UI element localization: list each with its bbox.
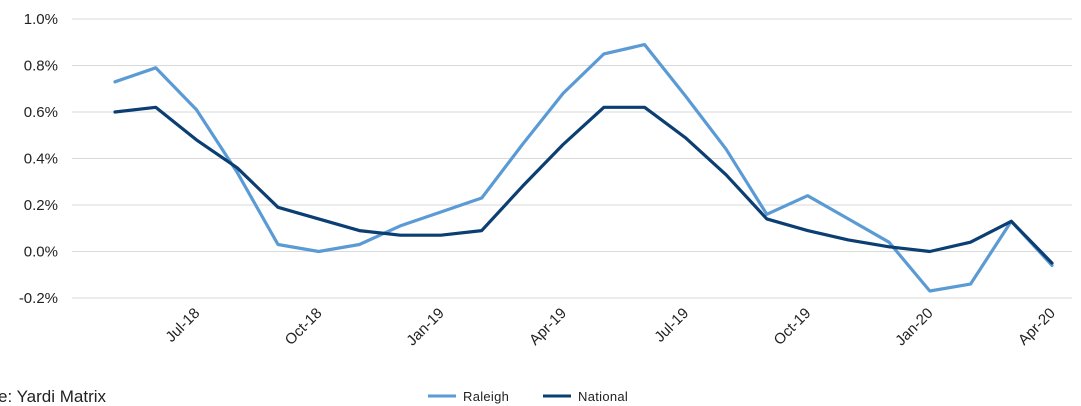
y-tick-label: 0.4% bbox=[24, 151, 58, 168]
y-tick-label: 0.0% bbox=[24, 244, 58, 261]
x-tick-label: Jul-18 bbox=[162, 305, 203, 346]
y-tick-label: 0.2% bbox=[24, 197, 58, 214]
source-note: e: Yardi Matrix bbox=[0, 387, 107, 406]
x-tick-label: Jul-19 bbox=[651, 305, 692, 346]
series-line-national bbox=[113, 105, 1054, 265]
grid-lines bbox=[72, 18, 1072, 299]
y-tick-label: 0.8% bbox=[24, 58, 58, 75]
x-tick-label: Jan-19 bbox=[403, 305, 447, 349]
y-tick-label: 0.6% bbox=[24, 104, 58, 121]
x-tick-label: Apr-20 bbox=[1015, 305, 1059, 349]
x-tick-label: Oct-18 bbox=[282, 305, 326, 349]
series-lines bbox=[113, 42, 1054, 293]
x-axis-ticks: Jul-18 Oct-18 Jan-19 Apr-19 Jul-19 Oct-19 Jan-… bbox=[162, 305, 1058, 349]
series-line-raleigh bbox=[113, 42, 1054, 293]
x-tick-label: Apr-19 bbox=[526, 305, 570, 349]
y-tick-label: -0.2% bbox=[19, 290, 58, 307]
legend-label-raleigh: Raleigh bbox=[463, 389, 509, 404]
x-tick-label: Oct-19 bbox=[771, 305, 815, 349]
legend-label-national: National bbox=[578, 389, 628, 404]
y-tick-label: 1.0% bbox=[24, 11, 58, 28]
x-tick-label: Jan-20 bbox=[892, 305, 936, 349]
legend: Raleigh National bbox=[428, 389, 628, 404]
y-axis-ticks: -0.2% 0.0% 0.2% 0.4% 0.6% 0.8% 1.0% bbox=[19, 11, 58, 307]
